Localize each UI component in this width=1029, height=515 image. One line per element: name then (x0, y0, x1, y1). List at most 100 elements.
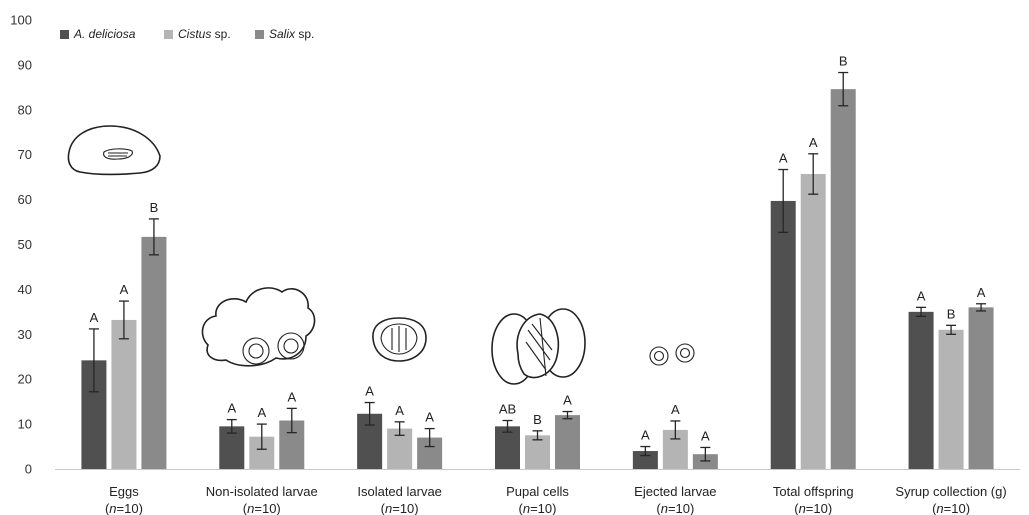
ejected-larvae-illustration (649, 343, 695, 366)
legend-item: Cistus sp. (164, 27, 231, 41)
bar (830, 89, 856, 470)
y-tick-label: 60 (18, 192, 32, 207)
error-bar (286, 407, 297, 434)
y-tick-label: 0 (25, 462, 32, 477)
significance-letter: A (287, 389, 296, 404)
significance-letter: AB (499, 402, 516, 417)
significance-letter: A (120, 282, 129, 297)
error-bar (562, 410, 573, 420)
y-tick-label: 10 (18, 417, 32, 432)
legend-label: Salix sp. (269, 27, 314, 41)
bar (111, 319, 137, 469)
significance-letter: A (779, 151, 788, 166)
significance-letter: A (425, 410, 434, 425)
category-sample-size: (n=10) (519, 501, 557, 515)
significance-letter: A (395, 403, 404, 418)
significance-letter: B (533, 412, 542, 427)
bar (938, 329, 964, 469)
y-tick-label: 100 (10, 13, 32, 28)
significance-letter: A (227, 401, 236, 416)
bar (555, 415, 580, 469)
error-bar (916, 306, 927, 317)
category-label: Total offspring (773, 484, 854, 499)
error-bar (394, 421, 405, 436)
significance-letter: A (809, 135, 818, 150)
error-bar (502, 419, 513, 433)
category-label: Non-isolated larvae (206, 484, 318, 499)
significance-letter: A (257, 405, 266, 420)
y-tick-label: 70 (18, 147, 32, 162)
error-bar (364, 401, 375, 426)
legend-item: A. deliciosa (60, 27, 136, 41)
axes: 0 10 20 30 40 50 60 70 80 90 100 (10, 13, 1020, 477)
bar (908, 311, 934, 469)
category-labels: Eggs (n=10) Non-isolated larvae (n=10) Isola… (105, 484, 1007, 515)
category-sample-size: (n=10) (656, 501, 694, 515)
y-tick-label: 20 (18, 372, 32, 387)
illustrations (67, 125, 695, 385)
y-tick-label: 50 (18, 237, 32, 252)
significance-letter: A (563, 393, 572, 408)
category-sample-size: (n=10) (381, 501, 419, 515)
error-bar (700, 446, 711, 462)
bar (141, 236, 167, 469)
error-bar (118, 300, 129, 340)
error-bar (424, 427, 435, 448)
category-label: Ejected larvae (634, 484, 716, 499)
non-isolated-larvae-illustration (201, 287, 316, 367)
significance-letter: B (839, 54, 848, 69)
category-sample-size: (n=10) (932, 501, 970, 515)
legend-swatch (60, 30, 69, 39)
category-sample-size: (n=10) (243, 501, 281, 515)
legend-swatch (255, 30, 264, 39)
significance-letter: B (947, 306, 956, 321)
significance-letter: A (641, 428, 650, 443)
error-bar (532, 430, 543, 441)
legend-swatch (164, 30, 173, 39)
bar (968, 307, 994, 469)
error-bar (808, 153, 819, 195)
significance-letter: B (150, 200, 159, 215)
error-bar (640, 445, 651, 457)
error-bar (946, 324, 957, 335)
significance-letter: A (977, 285, 986, 300)
category-sample-size: (n=10) (794, 501, 832, 515)
category-label: Syrup collection (g) (895, 484, 1006, 499)
error-bar (778, 168, 789, 234)
category-label: Eggs (109, 484, 139, 499)
y-tick-label: 80 (18, 102, 32, 117)
error-bar (88, 328, 99, 393)
bar (692, 454, 718, 469)
legend-item: Salix sp. (255, 27, 314, 41)
error-bar (670, 420, 681, 440)
bar (770, 200, 796, 469)
category-sample-size: (n=10) (105, 501, 143, 515)
significance-letter: A (90, 310, 99, 325)
bar (495, 426, 520, 469)
bar (632, 451, 658, 469)
egg-cell-illustration (67, 125, 161, 176)
category-label: Pupal cells (506, 484, 569, 499)
legend-label: Cistus sp. (178, 27, 231, 41)
y-tick-label: 40 (18, 282, 32, 297)
legend: A. deliciosa Cistus sp. Salix sp. (60, 27, 314, 41)
y-tick-label: 90 (18, 57, 32, 72)
significance-letter: A (365, 384, 374, 399)
significance-letter: A (917, 288, 926, 303)
error-bar (256, 423, 267, 450)
y-tick-label: 30 (18, 327, 32, 342)
legend-label: A. deliciosa (73, 27, 136, 41)
significance-letter: A (701, 428, 710, 443)
significance-letter: A (671, 402, 680, 417)
pupal-cells-illustration (491, 308, 586, 385)
error-bar (838, 71, 849, 107)
bar (525, 435, 550, 469)
bar (800, 174, 826, 469)
error-bar (148, 218, 159, 256)
isolated-larvae-illustration (372, 317, 427, 362)
category-label: Isolated larvae (357, 484, 442, 499)
error-bar (976, 303, 987, 312)
